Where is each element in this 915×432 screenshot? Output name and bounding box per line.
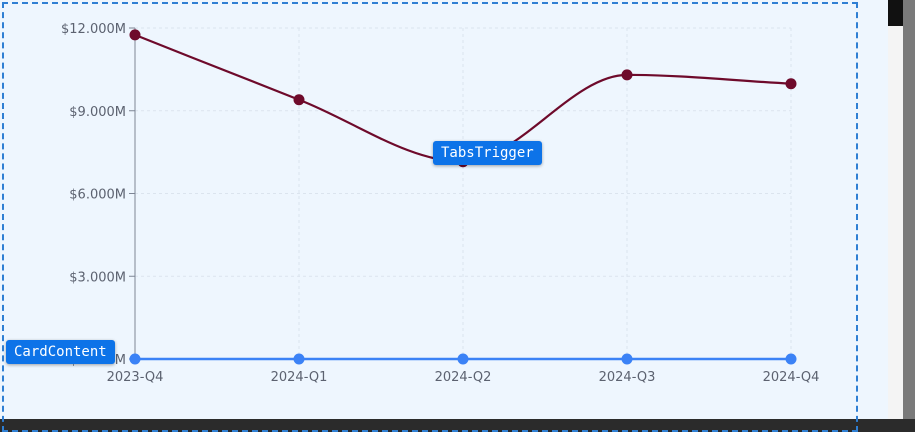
y-tick-label: $12.000M <box>61 22 126 37</box>
y-axis-ticks: $0.000M$3.000M$6.000M$9.000M$12.000M <box>61 22 135 368</box>
series-point-1 <box>785 353 797 365</box>
x-axis-ticks: 2023-Q4 2024-Q1 2024-Q2 2024-Q3 2024-Q4 <box>107 370 820 385</box>
window-edge <box>888 0 903 26</box>
series-point-1 <box>621 353 633 365</box>
line-chart: $0.000M$3.000M$6.000M$9.000M$12.000M 202… <box>61 22 820 385</box>
series-point-1 <box>129 353 141 365</box>
tabs-trigger-label: TabsTrigger <box>433 141 542 165</box>
series-point-1 <box>457 353 469 365</box>
scrollbar[interactable] <box>903 0 915 419</box>
series-point-0 <box>785 78 797 90</box>
y-tick-label: $6.000M <box>69 188 126 203</box>
series-point-1 <box>293 353 305 365</box>
x-tick-label: 2023-Q4 <box>107 370 164 385</box>
series-point-0 <box>129 29 141 41</box>
y-tick-label: $9.000M <box>69 105 126 120</box>
series-point-0 <box>293 94 305 106</box>
card-content-label: CardContent <box>6 340 115 364</box>
series-point-0 <box>621 69 633 81</box>
x-tick-label: 2024-Q2 <box>435 370 492 385</box>
x-tick-label: 2024-Q1 <box>271 370 328 385</box>
y-tick-label: $3.000M <box>69 270 126 285</box>
x-tick-label: 2024-Q4 <box>763 370 820 385</box>
card-content: $0.000M$3.000M$6.000M$9.000M$12.000M 202… <box>0 0 888 419</box>
x-tick-label: 2024-Q3 <box>599 370 656 385</box>
